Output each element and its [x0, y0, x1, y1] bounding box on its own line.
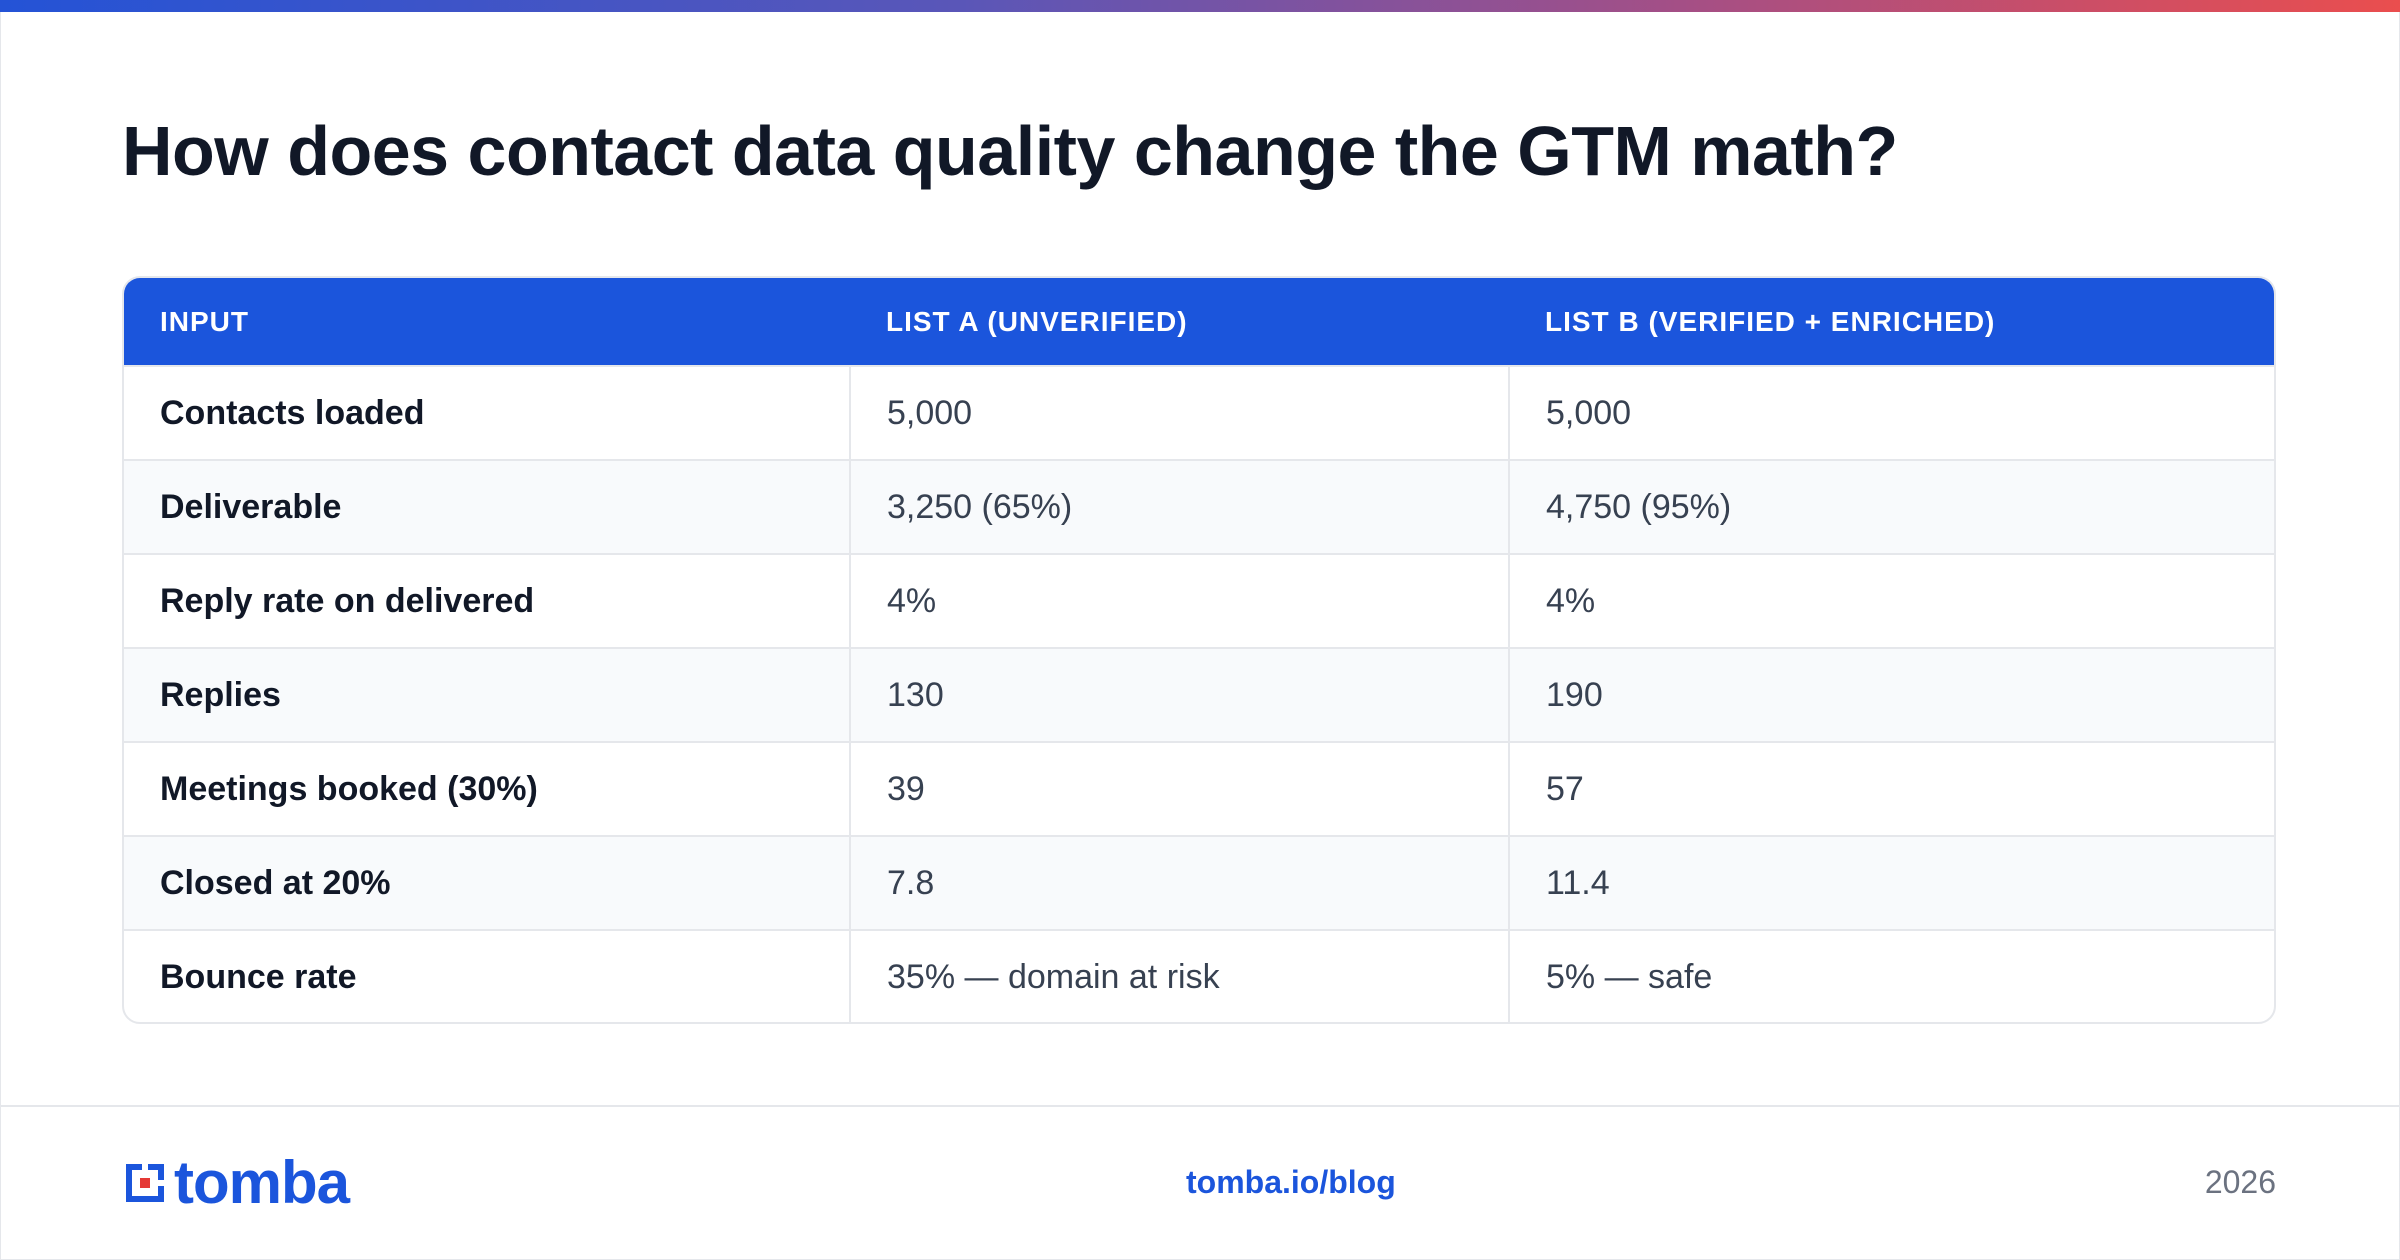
page-title: How does contact data quality change the… [122, 112, 1898, 190]
row-list-b-value: 5,000 [1508, 365, 2274, 460]
table-header-row: INPUT LIST A (UNVERIFIED) LIST B (VERIFI… [124, 278, 2274, 366]
row-input-label: Closed at 20% [124, 835, 850, 930]
row-list-a-value: 5,000 [849, 365, 1509, 460]
table-row: Closed at 20% 7.8 11.4 [124, 835, 2274, 930]
table-row: Meetings booked (30%) 39 57 [124, 741, 2274, 836]
table-row: Contacts loaded 5,000 5,000 [124, 365, 2274, 460]
row-list-a-value: 39 [849, 741, 1509, 836]
row-list-b-value: 4,750 (95%) [1508, 459, 2274, 554]
comparison-table-container: INPUT LIST A (UNVERIFIED) LIST B (VERIFI… [122, 276, 2276, 1024]
comparison-table: INPUT LIST A (UNVERIFIED) LIST B (VERIFI… [124, 278, 2274, 1022]
tomba-logo-icon [126, 1164, 164, 1202]
row-list-a-value: 4% [849, 553, 1509, 648]
table-row: Replies 130 190 [124, 647, 2274, 742]
row-list-a-value: 130 [849, 647, 1509, 742]
row-list-b-value: 4% [1508, 553, 2274, 648]
table-row: Bounce rate 35% — domain at risk 5% — sa… [124, 929, 2274, 1022]
table-row: Reply rate on delivered 4% 4% [124, 553, 2274, 648]
row-list-b-value: 190 [1508, 647, 2274, 742]
row-input-label: Replies [124, 647, 850, 742]
row-input-label: Deliverable [124, 459, 850, 554]
row-list-b-value: 57 [1508, 741, 2274, 836]
header-input: INPUT [160, 305, 249, 337]
row-input-label: Contacts loaded [124, 365, 850, 460]
logo-text: tomba [174, 1149, 350, 1216]
row-input-label: Reply rate on delivered [124, 553, 850, 648]
footer-year: 2026 [2204, 1164, 2276, 1200]
row-list-b-value: 5% — safe [1508, 929, 2274, 1022]
row-list-a-value: 35% — domain at risk [849, 929, 1509, 1022]
tomba-logo[interactable]: tomba [122, 1149, 350, 1216]
row-input-label: Meetings booked (30%) [124, 741, 850, 836]
header-list-a: LIST A (UNVERIFIED) [886, 305, 1188, 337]
row-list-b-value: 11.4 [1508, 835, 2274, 930]
gradient-top-bar [0, 0, 2400, 12]
table-row: Deliverable 3,250 (65%) 4,750 (95%) [124, 459, 2274, 554]
footer-divider [0, 1105, 2400, 1107]
row-list-a-value: 3,250 (65%) [849, 459, 1509, 554]
blog-link[interactable]: tomba.io/blog [1186, 1164, 1396, 1200]
row-list-a-value: 7.8 [849, 835, 1509, 930]
row-input-label: Bounce rate [124, 929, 850, 1022]
header-list-b: LIST B (VERIFIED + ENRICHED) [1545, 305, 1996, 337]
